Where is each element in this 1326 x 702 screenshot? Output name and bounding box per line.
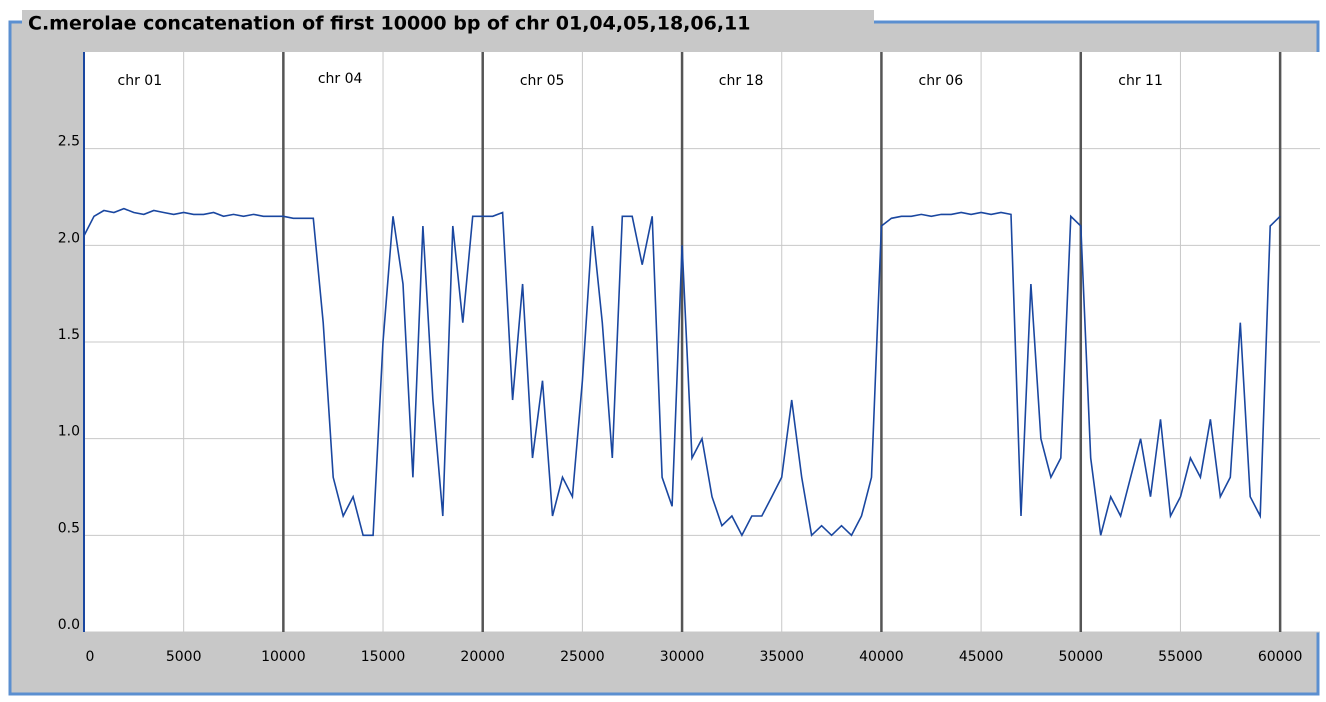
- y-tick-label: 0.5: [58, 520, 80, 536]
- annotation: chr 18: [719, 73, 764, 89]
- x-tick-label: 60000: [1258, 649, 1303, 665]
- annotation: chr 04: [318, 71, 363, 87]
- annotation: chr 01: [118, 73, 163, 89]
- x-tick-label: 10000: [261, 649, 306, 665]
- x-tick-label: 20000: [460, 649, 505, 665]
- marks: chr 01 chr 04 chr 05 chr 18 chr 06 chr 11: [83, 71, 1281, 538]
- annotation: chr 06: [919, 73, 964, 89]
- y-tick-label: 2.0: [58, 230, 80, 246]
- x-tick-label: 15000: [361, 649, 406, 665]
- annotation: chr 11: [1118, 73, 1163, 89]
- x-tick-label: 50000: [1059, 649, 1104, 665]
- y-tick-label: 0.0: [58, 617, 80, 633]
- x-tick-label: 55000: [1158, 649, 1203, 665]
- x-tick-label: 25000: [560, 649, 605, 665]
- x-tick-label: 5000: [166, 649, 202, 665]
- title-bg: [22, 10, 874, 36]
- x-tick-label: 0: [86, 649, 95, 665]
- data-line: [83, 207, 1281, 538]
- x-tick-label: 35000: [759, 649, 804, 665]
- x-tick-label: 45000: [959, 649, 1004, 665]
- y-tick-label: 1.0: [58, 424, 80, 440]
- annotation: chr 05: [520, 73, 565, 89]
- chart-title: C.merolae concatenation of first 10000 b…: [28, 13, 751, 35]
- x-tick-label: 30000: [660, 649, 705, 665]
- x-tick-label: 40000: [859, 649, 904, 665]
- y-tick-label: 1.5: [58, 327, 80, 343]
- y-tick-label: 2.5: [58, 134, 80, 150]
